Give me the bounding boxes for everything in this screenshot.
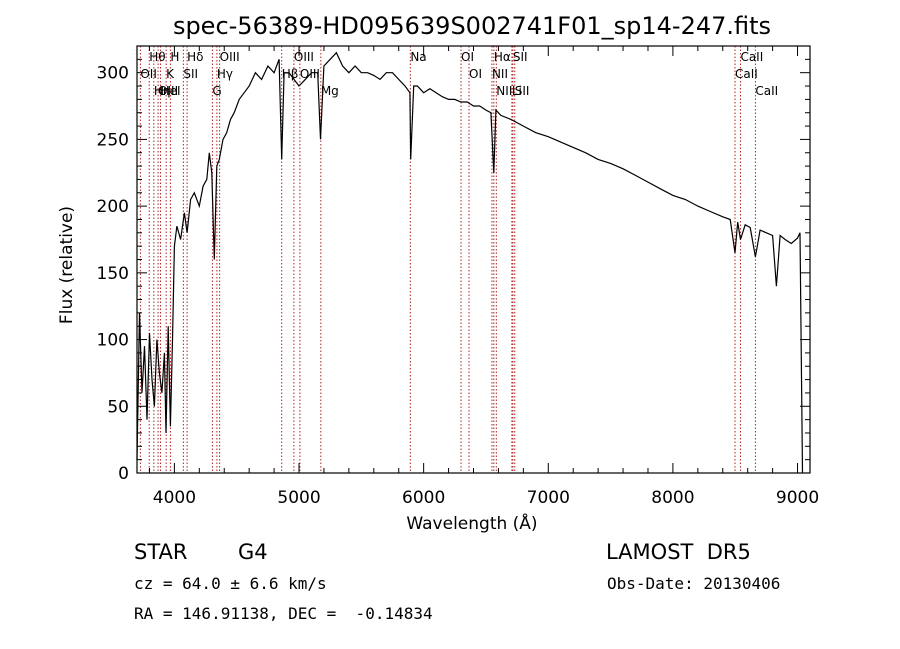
observation-date: Obs-Date: 20130406	[607, 574, 781, 593]
line-label: OI	[461, 50, 474, 64]
line-label: OII	[140, 67, 157, 81]
y-axis-label: Flux (relative)	[57, 206, 77, 324]
y-tick-label: 200	[97, 197, 129, 217]
line-label: Hη	[154, 84, 171, 98]
line-label: H	[170, 50, 179, 64]
line-label: SII	[183, 67, 198, 81]
sky-coordinates: RA = 146.91138, DEC = -0.14834	[134, 604, 433, 623]
chart-title: spec-56389-HD095639S002741F01_sp14-247.f…	[173, 12, 771, 40]
line-label: Mg	[321, 84, 339, 98]
y-tick-label: 250	[97, 130, 129, 150]
object-class: STAR	[134, 540, 188, 564]
line-label: Na	[410, 50, 426, 64]
line-label: Hα	[494, 50, 511, 64]
y-tick-label: 150	[97, 264, 129, 284]
line-label: G	[212, 84, 221, 98]
x-tick-label: 6000	[402, 488, 445, 508]
line-label: HeI	[161, 84, 181, 98]
x-axis-label: Wavelength (Å)	[406, 512, 537, 534]
line-label: OIII	[158, 84, 178, 98]
line-label: NII	[496, 84, 512, 98]
x-tick-label: 5000	[277, 488, 320, 508]
x-tick-label: 8000	[651, 488, 694, 508]
line-label: K	[166, 67, 175, 81]
spectrum-line	[136, 51, 804, 474]
line-label: OIII	[294, 50, 314, 64]
x-axis: 4000 5000 6000 7000 8000 9000	[148, 46, 819, 508]
line-label: Hγ	[217, 67, 233, 81]
line-label: Hδ	[187, 50, 203, 64]
y-tick-label: 300	[97, 64, 129, 84]
x-tick-label: 4000	[153, 488, 196, 508]
y-tick-label: 100	[97, 331, 129, 351]
object-subclass: G4	[238, 540, 268, 564]
line-label: OIII	[220, 50, 240, 64]
line-label: OI	[469, 67, 482, 81]
redshift-velocity: cz = 64.0 ± 6.6 km/s	[134, 574, 327, 593]
spectral-line-markers	[139, 46, 756, 473]
y-tick-label: 50	[107, 397, 129, 417]
line-label: CaII	[740, 50, 763, 64]
line-label: CaII	[735, 67, 758, 81]
line-label: Li	[512, 84, 522, 98]
plot-frame	[136, 45, 811, 474]
survey-name: LAMOST DR5	[606, 540, 751, 564]
line-label: CaII	[755, 84, 778, 98]
line-label: SII	[515, 84, 530, 98]
line-label: Hθ	[149, 50, 165, 64]
line-label: SII	[513, 50, 528, 64]
y-tick-label: 0	[118, 464, 129, 484]
y-axis: 0 50 100 150 200 250 300	[97, 45, 810, 484]
x-tick-label: 7000	[527, 488, 570, 508]
x-tick-label: 9000	[776, 488, 819, 508]
line-label: NII	[492, 67, 508, 81]
